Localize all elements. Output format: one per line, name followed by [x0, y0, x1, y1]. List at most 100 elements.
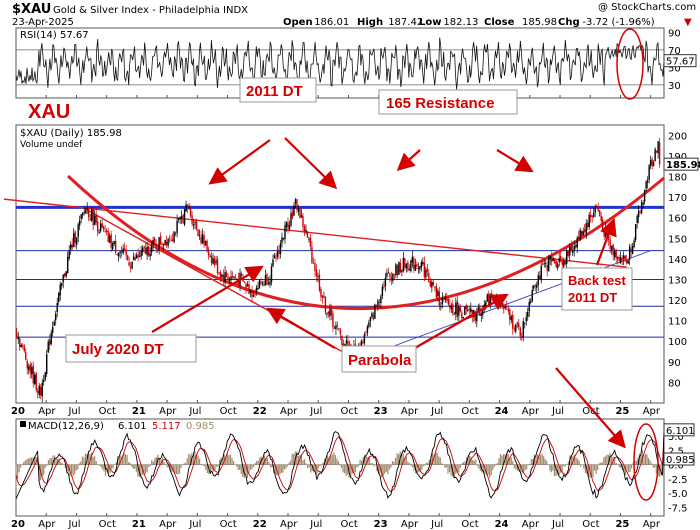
candle-body	[165, 241, 168, 245]
arrow-resistance-right	[496, 149, 534, 173]
x-tick-label-bottom: 20	[11, 519, 25, 530]
rsi-legend: RSI(14) 57.67	[20, 30, 89, 41]
macd-histogram-bar	[225, 456, 227, 465]
candle-body	[257, 287, 259, 290]
macd-histogram-bar	[24, 460, 26, 465]
price-ytick-label: 130	[668, 275, 687, 286]
candle-body	[504, 306, 506, 309]
candle-body	[624, 255, 626, 262]
candle-body	[269, 281, 271, 285]
macd-histogram-bar	[243, 464, 245, 479]
ohlc-label-low: Low	[419, 17, 441, 28]
macd-histogram-bar	[274, 464, 276, 475]
candle-body	[323, 296, 325, 298]
candle-body	[102, 226, 105, 230]
macd-histogram-bar	[64, 464, 66, 468]
macd-histogram-bar	[84, 453, 87, 465]
candle-body	[315, 269, 318, 277]
macd-histogram-bar	[132, 464, 134, 469]
candle-body	[299, 208, 301, 219]
macd-histogram-bar	[310, 464, 312, 473]
macd-histogram-bar	[604, 456, 606, 465]
annotation-layer	[151, 137, 626, 449]
x-tick-label: Apr	[38, 406, 56, 417]
candle-body	[649, 160, 652, 166]
candle-body	[179, 216, 181, 220]
macd-ytick-label: 0.0	[668, 461, 684, 472]
macd-histogram-bar	[180, 464, 182, 468]
candle-body	[260, 281, 262, 284]
macd-histogram-bar	[373, 464, 375, 467]
candle-body	[113, 240, 115, 245]
macd-histogram-bar	[126, 455, 128, 465]
candle-body	[87, 207, 90, 218]
macd-line	[15, 429, 665, 500]
candle-body	[425, 270, 427, 278]
candle-body	[640, 202, 643, 214]
macd-histogram-bar	[459, 464, 461, 469]
macd-histogram-bar	[485, 464, 488, 476]
macd-histogram-bar	[339, 464, 341, 466]
macd-histogram-bar	[448, 464, 451, 473]
candle-body	[543, 263, 545, 265]
macd-histogram-bar	[564, 464, 566, 467]
candle-body	[59, 284, 61, 296]
candle-body	[625, 260, 628, 263]
macd-histogram-bar	[492, 464, 494, 471]
candle-body	[483, 304, 485, 309]
macd-histogram-bar	[137, 464, 139, 477]
candle-body	[135, 255, 138, 259]
macd-histogram-bar	[194, 451, 196, 465]
macd-histogram-bar	[344, 464, 346, 474]
candle-body	[444, 297, 447, 300]
macd-histogram-bar	[123, 453, 125, 465]
rsi-ytick-label: 30	[668, 81, 681, 92]
candle-body	[72, 233, 75, 248]
ohlc-label-open: Open	[283, 17, 313, 28]
candle-body	[497, 295, 499, 299]
macd-histogram-bar	[107, 464, 110, 475]
candle-body	[530, 301, 532, 303]
candle-body	[278, 250, 280, 254]
candle-body	[284, 225, 286, 239]
macd-histogram-bar	[262, 457, 264, 465]
candle-body	[75, 237, 78, 245]
candle-body	[438, 291, 441, 307]
macd-histogram-bar	[206, 464, 208, 474]
candle-body	[648, 165, 650, 180]
macd-histogram-bar	[614, 457, 616, 465]
macd-histogram-bar	[462, 461, 465, 465]
macd-histogram-bar	[101, 464, 103, 470]
candle-body	[634, 224, 637, 240]
candle-body	[231, 276, 234, 278]
macd-legend-swatch	[20, 421, 26, 427]
candle-body	[180, 216, 183, 219]
candle-body	[281, 237, 283, 244]
macd-histogram-bar	[421, 464, 423, 471]
candle-body	[128, 261, 130, 266]
macd-histogram-bar	[286, 464, 289, 467]
candle-body	[462, 317, 465, 319]
macd-histogram-bar	[75, 464, 77, 471]
macd-histogram-bar	[489, 464, 491, 478]
macd-histogram-bar	[538, 454, 540, 465]
macd-histogram-bar	[320, 464, 323, 466]
macd-current-value: 6.101	[666, 426, 695, 437]
candle-body	[467, 309, 469, 311]
candle-body	[273, 255, 276, 258]
macd-histogram-bar	[396, 453, 398, 465]
candle-body	[566, 251, 568, 264]
rsi-highlight-ellipse	[616, 28, 644, 100]
macd-histogram-bar	[410, 464, 412, 466]
candle-body	[339, 329, 342, 335]
candle-body	[366, 326, 369, 333]
macd-histogram-bar	[305, 463, 307, 465]
candle-body	[252, 294, 255, 297]
candle-body	[539, 275, 541, 280]
candle-body	[107, 230, 109, 242]
x-tick-label-bottom: 24	[495, 519, 509, 530]
arrow-dt2011-left	[208, 139, 271, 185]
candle-body	[83, 211, 85, 213]
macd-histogram-bar	[549, 464, 551, 471]
